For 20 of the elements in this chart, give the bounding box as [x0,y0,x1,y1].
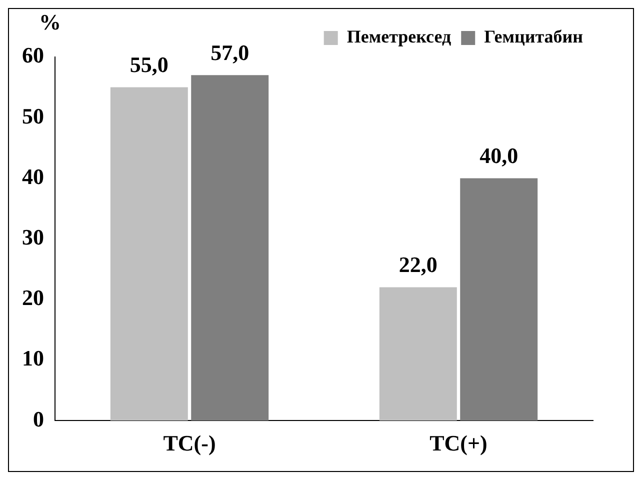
y-tick-label: 60 [22,42,44,68]
x-tick-label: ТС(+) [430,430,488,456]
y-tick-label: 0 [33,406,44,432]
y-tick-label: 40 [22,164,44,189]
y-tick-label: 10 [22,346,44,371]
data-label: 57,0 [210,40,250,65]
bar [460,178,538,421]
bar [110,87,188,421]
bar [379,287,457,421]
data-label: 55,0 [130,52,168,77]
y-tick-label: 50 [22,103,44,128]
data-label: 22,0 [398,252,438,277]
x-tick-label: ТС(-) [163,430,216,456]
bar [191,75,269,421]
data-label: 40,0 [480,142,518,168]
y-tick-label: 30 [22,224,44,250]
y-tick-label: 20 [22,285,44,310]
y-axis-title: % [39,10,61,35]
legend-label: Гемцитабин [484,26,584,47]
legend-label: Пеметрексед [346,26,452,47]
